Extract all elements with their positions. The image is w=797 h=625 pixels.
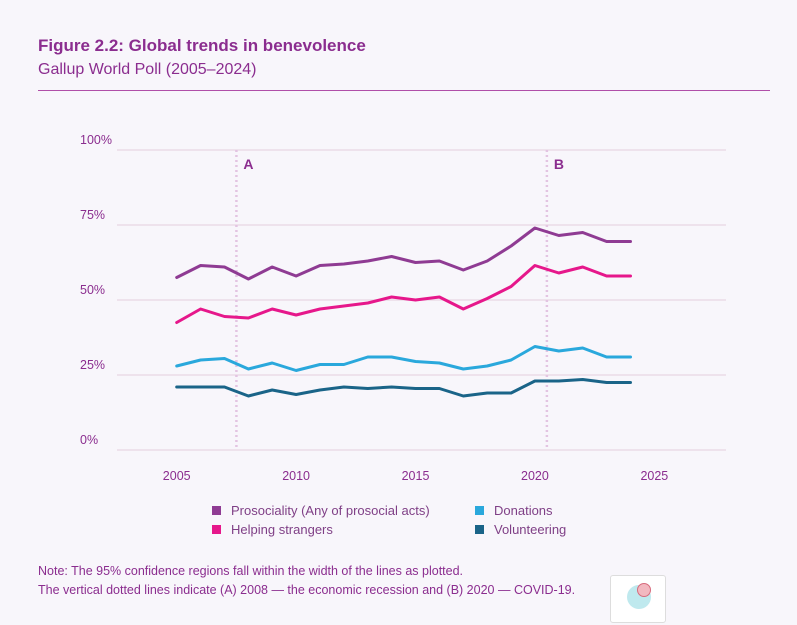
x-tick-label-2010: 2010: [282, 469, 310, 483]
y-tick-label-100: 100%: [80, 133, 112, 147]
y-tick-label-25: 25%: [80, 358, 105, 372]
note-line-2: The vertical dotted lines indicate (A) 2…: [38, 583, 576, 597]
benevolence-line-chart: 0% 25% 50% 75% 100% 2005 2010 2015 2020 2025 A B: [80, 133, 726, 483]
legend-swatch-volunteering: [475, 525, 484, 534]
annotation-label-a: A: [243, 156, 253, 172]
legend-label-prosociality: Prosociality (Any of prosocial acts): [231, 503, 430, 518]
chart-note: Note: The 95% confidence regions fall wi…: [38, 562, 575, 600]
legend-item-prosociality: Prosociality (Any of prosocial acts): [212, 503, 430, 518]
note-line-1: Note: The 95% confidence regions fall wi…: [38, 564, 464, 578]
y-tick-label-75: 75%: [80, 208, 105, 222]
legend-swatch-prosociality: [212, 506, 221, 515]
app-badge-dot-icon: [637, 583, 651, 597]
x-tick-label-2025: 2025: [640, 469, 668, 483]
legend-item-volunteering: Volunteering: [475, 522, 566, 537]
series-line-prosociality-any-of-prosocial-acts: [175, 226, 632, 281]
app-badge[interactable]: [610, 575, 666, 623]
y-tick-label-50: 50%: [80, 283, 105, 297]
annotation-label-b: B: [554, 156, 564, 172]
figure-title: Figure 2.2: Global trends in benevolence: [38, 36, 366, 55]
legend-swatch-donations: [475, 506, 484, 515]
x-tick-label-2015: 2015: [402, 469, 430, 483]
legend-swatch-helping-strangers: [212, 525, 221, 534]
x-tick-label-2005: 2005: [163, 469, 191, 483]
legend-item-donations: Donations: [475, 503, 553, 518]
x-tick-label-2020: 2020: [521, 469, 549, 483]
y-tick-label-0: 0%: [80, 433, 98, 447]
legend-label-helping-strangers: Helping strangers: [231, 522, 333, 537]
legend-label-volunteering: Volunteering: [494, 522, 567, 537]
series-line-volunteering: [175, 378, 632, 398]
figure-subtitle: Gallup World Poll (2005–2024): [38, 61, 257, 78]
series-line-helping-strangers: [175, 264, 632, 324]
title-divider: [38, 90, 770, 91]
legend-label-donations: Donations: [494, 503, 553, 518]
series-line-donations: [175, 345, 632, 372]
legend-item-helping-strangers: Helping strangers: [212, 522, 333, 537]
